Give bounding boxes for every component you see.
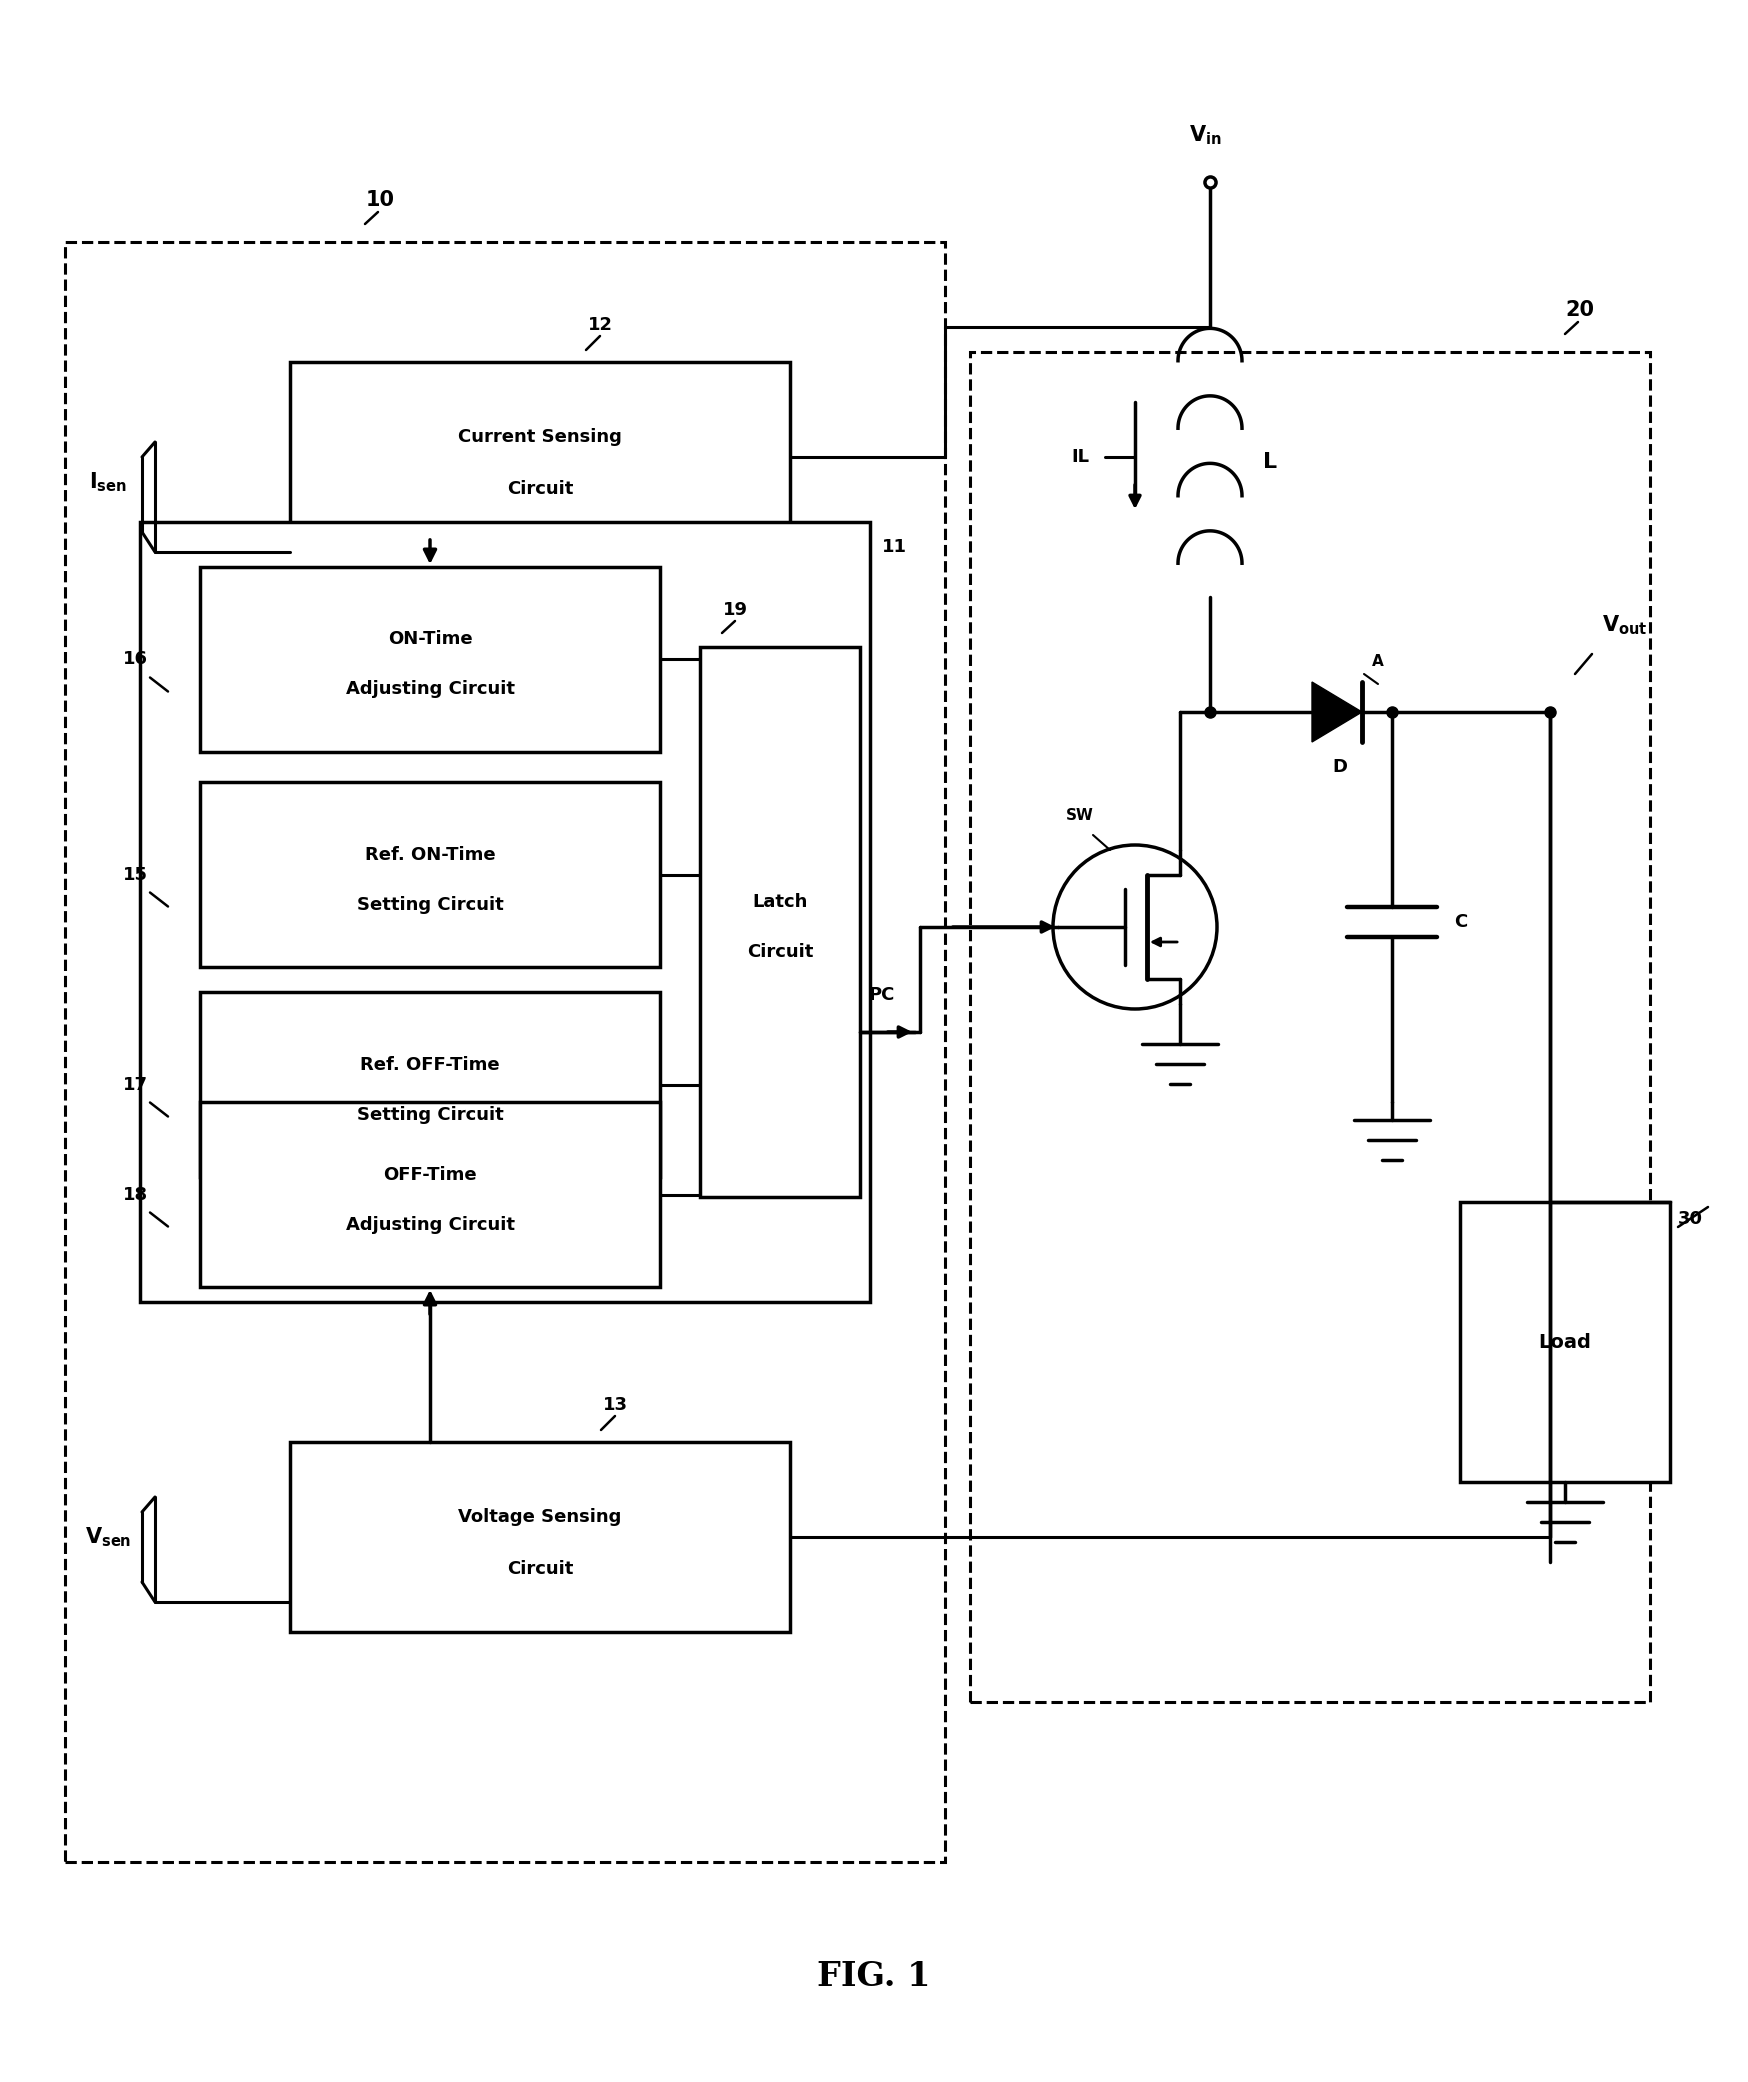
Text: D: D <box>1332 758 1346 777</box>
Bar <box>699 648 860 1197</box>
Text: Ref. OFF-Time: Ref. OFF-Time <box>360 1056 500 1074</box>
Text: Setting Circuit: Setting Circuit <box>357 1106 503 1124</box>
Bar <box>199 1101 659 1287</box>
Bar <box>290 362 790 552</box>
Text: 18: 18 <box>122 1185 149 1203</box>
Text: Setting Circuit: Setting Circuit <box>357 895 503 914</box>
Bar <box>290 1443 790 1632</box>
Text: Circuit: Circuit <box>507 481 573 498</box>
Text: 10: 10 <box>365 189 395 210</box>
Text: 13: 13 <box>601 1397 628 1414</box>
Text: OFF-Time: OFF-Time <box>383 1166 477 1183</box>
Text: 17: 17 <box>122 1076 149 1093</box>
Text: Adjusting Circuit: Adjusting Circuit <box>346 681 514 697</box>
Text: Ref. ON-Time: Ref. ON-Time <box>365 845 495 864</box>
Bar <box>140 523 869 1301</box>
Text: PC: PC <box>867 987 893 1004</box>
Text: 16: 16 <box>122 650 149 668</box>
Text: Latch: Latch <box>752 893 808 912</box>
Text: FIG. 1: FIG. 1 <box>816 1961 930 1992</box>
Text: L: L <box>1262 452 1276 473</box>
Text: Current Sensing: Current Sensing <box>458 429 622 446</box>
Text: Adjusting Circuit: Adjusting Circuit <box>346 1216 514 1233</box>
Text: $\mathbf{I}_{\mathbf{sen}}$: $\mathbf{I}_{\mathbf{sen}}$ <box>89 471 128 493</box>
Bar <box>970 352 1648 1701</box>
Text: $\mathbf{V}_{\mathbf{in}}$: $\mathbf{V}_{\mathbf{in}}$ <box>1189 123 1220 148</box>
Bar <box>199 783 659 966</box>
Text: 11: 11 <box>881 537 907 556</box>
Text: ON-Time: ON-Time <box>388 631 472 648</box>
Text: C: C <box>1453 914 1467 931</box>
Text: A: A <box>1372 654 1383 670</box>
Text: Circuit: Circuit <box>507 1559 573 1578</box>
Text: IL: IL <box>1070 448 1089 466</box>
Text: Load: Load <box>1538 1332 1591 1351</box>
Text: 19: 19 <box>722 602 746 618</box>
Text: $\mathbf{V}_{\mathbf{sen}}$: $\mathbf{V}_{\mathbf{sen}}$ <box>84 1526 131 1549</box>
Text: 20: 20 <box>1564 300 1594 321</box>
Bar <box>65 242 944 1861</box>
Bar <box>1460 1201 1669 1482</box>
Text: SW: SW <box>1066 808 1092 822</box>
Text: 15: 15 <box>122 866 149 883</box>
Text: 30: 30 <box>1676 1210 1703 1228</box>
Bar <box>199 566 659 752</box>
Text: 12: 12 <box>587 316 612 333</box>
Text: Voltage Sensing: Voltage Sensing <box>458 1507 621 1526</box>
Text: Circuit: Circuit <box>746 943 813 962</box>
Text: $\mathbf{V}_{\mathbf{out}}$: $\mathbf{V}_{\mathbf{out}}$ <box>1601 614 1647 637</box>
Polygon shape <box>1311 683 1362 741</box>
Bar <box>199 991 659 1176</box>
